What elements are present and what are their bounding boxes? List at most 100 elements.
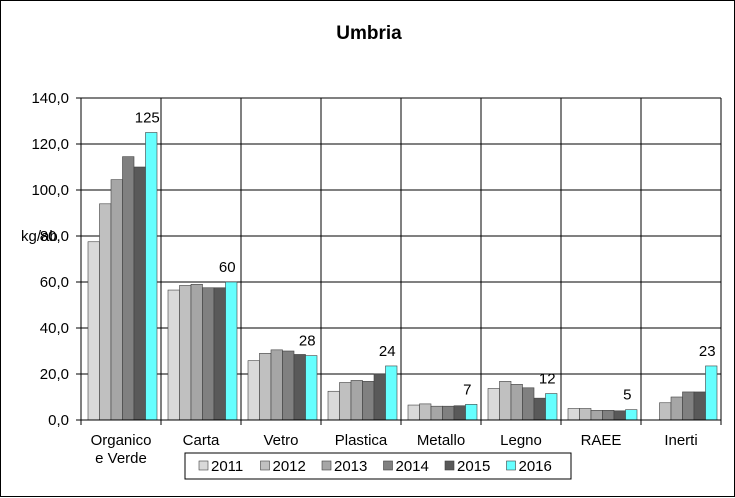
y-tick-label: 140,0: [31, 90, 69, 107]
bar-2013: [430, 405, 443, 421]
bar-2012: [259, 352, 272, 421]
y-tick-label: 40,0: [40, 320, 69, 337]
data-label: 24: [379, 343, 396, 360]
legend-label: 2012: [273, 458, 306, 475]
bar-2012: [499, 381, 512, 421]
bar-2016: [545, 393, 558, 421]
bar-2012: [99, 203, 112, 421]
y-axis-label: kg/ab: [21, 228, 58, 245]
legend-swatch-2011: [198, 460, 209, 471]
bar-2011: [567, 408, 580, 421]
category-label-line: Organico: [91, 432, 152, 449]
category-label: RAEE: [581, 432, 622, 449]
bar-2016: [705, 365, 718, 421]
bar-2014: [522, 387, 535, 421]
bar-2012: [419, 403, 432, 421]
legend-label: 2013: [334, 458, 367, 475]
bar-2013: [110, 179, 123, 421]
bar-2011: [247, 360, 260, 421]
data-label: 60: [219, 259, 236, 276]
y-tick-label: 100,0: [31, 182, 69, 199]
bar-2011: [167, 289, 180, 421]
legend-swatch-2015: [444, 460, 455, 471]
y-tick-label: 20,0: [40, 366, 69, 383]
bar-2015: [293, 354, 306, 421]
y-tick-label: 60,0: [40, 274, 69, 291]
data-label: 28: [299, 333, 316, 350]
bar-2014: [122, 156, 135, 421]
bar-2013: [670, 396, 683, 421]
data-label: 5: [623, 387, 631, 404]
category-label-line: e Verde: [95, 450, 147, 467]
axes: [76, 97, 722, 425]
category-label: Organico e Verde: [91, 432, 152, 467]
bar-2014: [682, 391, 695, 421]
legend: 2011 2012 2013 2014 2015 2016: [184, 452, 572, 480]
category-label-line: Plastica: [335, 432, 388, 449]
bar-2011: [407, 404, 420, 421]
data-label: 125: [135, 110, 160, 127]
gridlines: [81, 97, 721, 420]
category-label: Plastica: [335, 432, 388, 449]
category-label-line: Legno: [500, 432, 542, 449]
data-label: 23: [699, 343, 716, 360]
category-label: Metallo: [417, 432, 465, 449]
y-tick-label: 0,0: [48, 412, 69, 429]
bar-2016: [465, 404, 478, 421]
category-label-line: RAEE: [581, 432, 622, 449]
category-label-line: Carta: [183, 432, 220, 449]
legend-label: 2016: [519, 458, 552, 475]
y-tick-label: 80,0: [40, 228, 69, 245]
category-labels: Organico e Verde Carta Vetro Plastica Metallo…: [91, 432, 698, 467]
bar-2014: [602, 410, 615, 421]
legend-swatch-2013: [321, 460, 332, 471]
bar-2015: [533, 397, 546, 421]
category-label: Carta: [183, 432, 220, 449]
bar-2015: [693, 391, 706, 421]
legend-label: 2011: [211, 458, 243, 475]
legend-swatch-2016: [506, 460, 516, 471]
bar-2015: [453, 405, 466, 421]
bar-2011: [327, 390, 340, 421]
bar-2012: [179, 285, 192, 421]
bar-2012: [659, 402, 672, 421]
category-label-line: Inerti: [664, 432, 697, 449]
bars: [87, 132, 718, 421]
bar-2014: [362, 381, 375, 421]
bar-2011: [487, 388, 500, 421]
legend-label: 2014: [396, 458, 429, 475]
legend-swatch-2014: [383, 460, 393, 471]
bar-2016: [385, 365, 398, 421]
y-tick-label: 120,0: [31, 136, 69, 153]
bar-2014: [282, 350, 295, 421]
bar-2015: [373, 373, 386, 421]
bar-2016: [145, 132, 158, 421]
bar-2013: [510, 384, 523, 421]
bar-2013: [270, 349, 283, 421]
bar-2012: [579, 408, 592, 421]
category-label-line: Vetro: [263, 432, 298, 449]
chart-title: Umbria: [336, 23, 402, 44]
bar-2015: [613, 410, 626, 421]
category-label: Inerti: [664, 432, 697, 449]
bar-2011: [87, 241, 100, 421]
legend-label: 2015: [457, 458, 490, 475]
category-label: Vetro: [263, 432, 298, 449]
category-label-line: Metallo: [417, 432, 465, 449]
bar-2014: [202, 287, 215, 421]
bar-2013: [350, 380, 363, 421]
bar-2016: [305, 355, 318, 421]
bar-2013: [190, 283, 203, 421]
bar-2015: [213, 287, 226, 421]
bar-2014: [442, 405, 455, 421]
bar-2015: [133, 166, 146, 421]
data-label: 7: [463, 381, 471, 398]
legend-swatch-2012: [260, 460, 270, 471]
category-label: Legno: [500, 432, 542, 449]
data-label: 12: [539, 371, 556, 388]
bar-2013: [590, 410, 603, 421]
bar-2012: [339, 382, 352, 421]
